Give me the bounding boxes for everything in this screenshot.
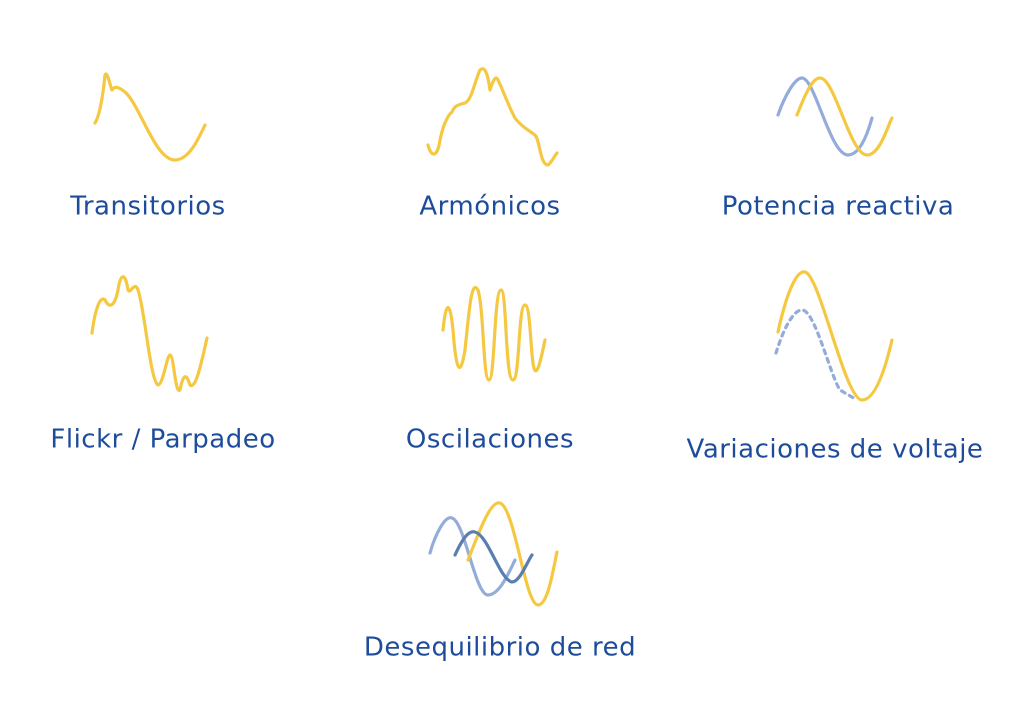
wave bbox=[776, 76, 874, 157]
label: Potencia reactiva bbox=[722, 192, 955, 222]
label: Flickr / Parpadeo bbox=[50, 425, 275, 455]
label: Transitorios bbox=[69, 192, 225, 222]
wave bbox=[93, 72, 207, 162]
label: Armónicos bbox=[419, 192, 560, 222]
wave bbox=[453, 530, 534, 584]
label: Desequilibrio de red bbox=[364, 633, 636, 663]
wave bbox=[466, 501, 559, 607]
wave bbox=[426, 67, 559, 167]
wave bbox=[776, 270, 894, 402]
wave bbox=[441, 286, 547, 382]
wave bbox=[428, 516, 517, 597]
label: Oscilaciones bbox=[406, 425, 574, 455]
label: Variaciones de voltaje bbox=[687, 435, 984, 465]
wave bbox=[774, 308, 859, 402]
wave bbox=[90, 275, 209, 392]
wave bbox=[795, 76, 894, 157]
